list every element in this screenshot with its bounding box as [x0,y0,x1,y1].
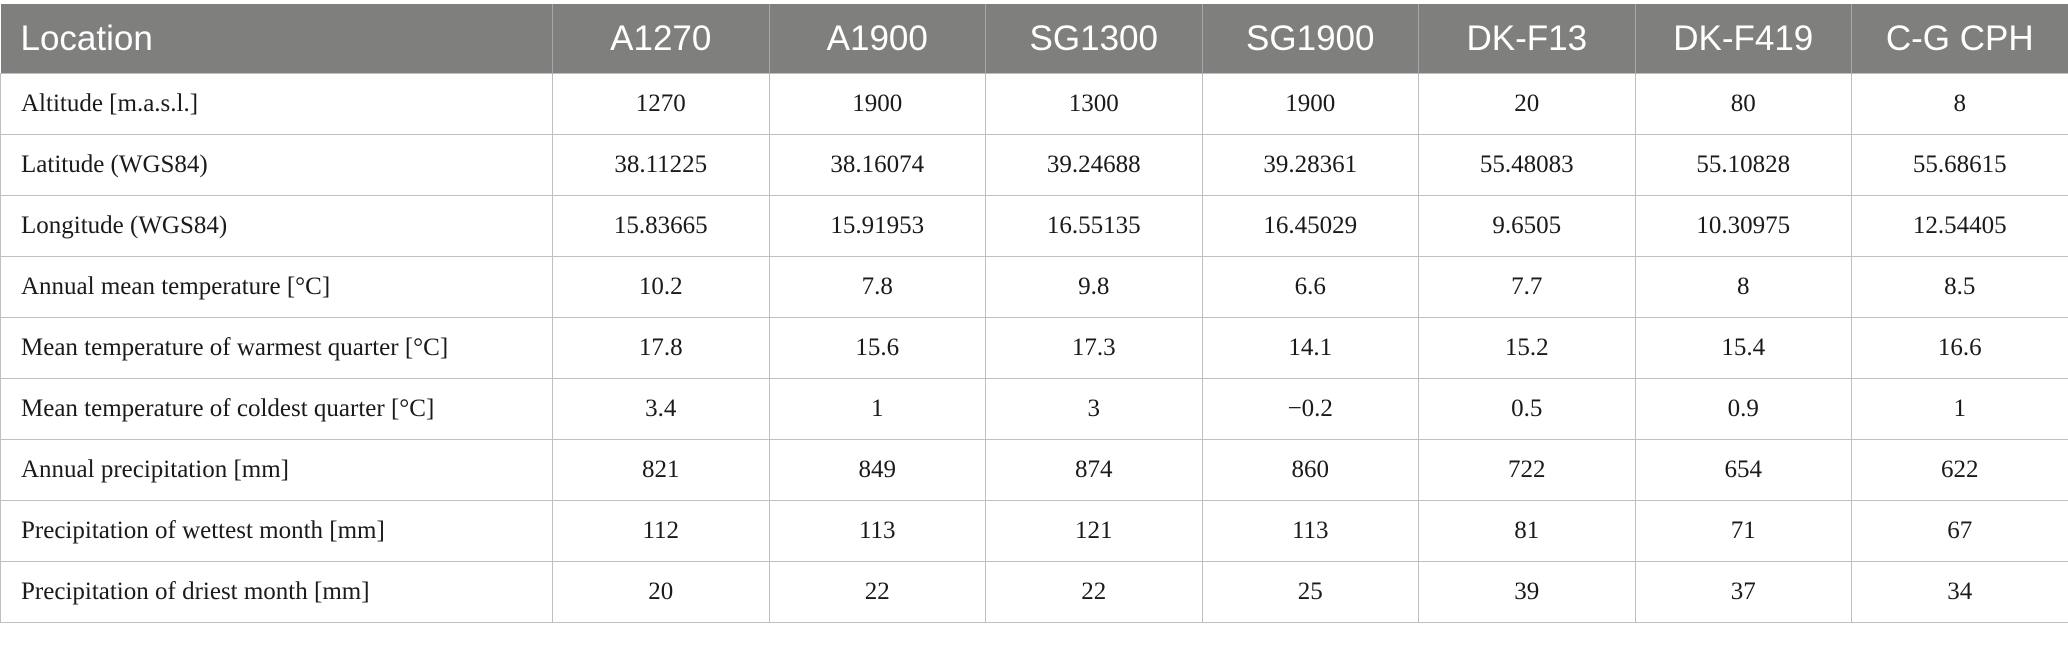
table-cell: 15.91953 [768,195,986,257]
table-cell: 38.16074 [768,134,986,196]
table-cell: 1900 [768,73,986,135]
table-cell: 7.7 [1418,256,1636,318]
table-cell: 20 [552,561,770,623]
table-cell: −0.2 [1201,378,1419,440]
table-cell: 16.45029 [1201,195,1419,257]
table-cell: 15.83665 [552,195,770,257]
column-header: Location [0,4,553,74]
table-cell: 39.24688 [985,134,1203,196]
column-header: C-G CPH [1851,4,2068,74]
column-header: DK-F13 [1418,4,1636,74]
table-cell: 17.3 [985,317,1203,379]
table-cell: 39.28361 [1201,134,1419,196]
table-cell: 55.10828 [1634,134,1852,196]
table-cell: 25 [1201,561,1419,623]
table-cell: 37 [1634,561,1852,623]
table-cell: 81 [1418,500,1636,562]
column-header: DK-F419 [1635,4,1852,74]
table-cell: 39 [1418,561,1636,623]
table-cell: 9.6505 [1418,195,1636,257]
table-row: Precipitation of driest month [mm] 20 22… [0,561,2068,623]
table-row: Mean temperature of warmest quarter [°C]… [0,317,2068,379]
table-cell: 8 [1851,73,2068,135]
table-cell: 0.9 [1634,378,1852,440]
table-cell: 1270 [552,73,770,135]
column-header: A1900 [769,4,986,74]
table-cell: 80 [1634,73,1852,135]
row-label: Longitude (WGS84) [0,195,553,257]
row-label: Annual precipitation [mm] [0,439,553,501]
table-cell: 622 [1851,439,2068,501]
table-cell: 22 [768,561,986,623]
table-cell: 14.1 [1201,317,1419,379]
table-cell: 9.8 [985,256,1203,318]
table-cell: 10.2 [552,256,770,318]
row-label: Mean temperature of coldest quarter [°C] [0,378,553,440]
table-cell: 17.8 [552,317,770,379]
table-row: Latitude (WGS84) 38.11225 38.16074 39.24… [0,134,2068,196]
table-row: Annual precipitation [mm] 821 849 874 86… [0,439,2068,501]
table-row: Precipitation of wettest month [mm] 112 … [0,500,2068,562]
climate-table: Location A1270 A1900 SG1300 SG1900 DK-F1… [0,4,2068,623]
table-cell: 874 [985,439,1203,501]
table-cell: 0.5 [1418,378,1636,440]
table-row: Longitude (WGS84) 15.83665 15.91953 16.5… [0,195,2068,257]
column-header: A1270 [552,4,770,74]
table-cell: 67 [1851,500,2068,562]
table-cell: 20 [1418,73,1636,135]
table-cell: 6.6 [1201,256,1419,318]
table-cell: 654 [1634,439,1852,501]
table-cell: 1 [1851,378,2068,440]
table-cell: 55.48083 [1418,134,1636,196]
table-cell: 12.54405 [1851,195,2068,257]
table-row: Mean temperature of coldest quarter [°C]… [0,378,2068,440]
table-cell: 3 [985,378,1203,440]
table-cell: 3.4 [552,378,770,440]
table-cell: 22 [985,561,1203,623]
table-cell: 10.30975 [1634,195,1852,257]
table-row: Annual mean temperature [°C] 10.2 7.8 9.… [0,256,2068,318]
row-label: Mean temperature of warmest quarter [°C] [0,317,553,379]
table-cell: 16.55135 [985,195,1203,257]
table-cell: 113 [1201,500,1419,562]
table-cell: 821 [552,439,770,501]
table-cell: 8 [1634,256,1852,318]
table-cell: 71 [1634,500,1852,562]
table-cell: 121 [985,500,1203,562]
row-label: Altitude [m.a.s.l.] [0,73,553,135]
column-header: SG1900 [1202,4,1419,74]
table-cell: 8.5 [1851,256,2068,318]
column-header: SG1300 [985,4,1203,74]
table-cell: 15.6 [768,317,986,379]
table-cell: 722 [1418,439,1636,501]
table-cell: 55.68615 [1851,134,2068,196]
table-cell: 860 [1201,439,1419,501]
table-cell: 15.4 [1634,317,1852,379]
table-cell: 112 [552,500,770,562]
table-cell: 849 [768,439,986,501]
table-cell: 113 [768,500,986,562]
row-label: Precipitation of wettest month [mm] [0,500,553,562]
table-cell: 15.2 [1418,317,1636,379]
table-cell: 16.6 [1851,317,2068,379]
row-label: Annual mean temperature [°C] [0,256,553,318]
table-cell: 1900 [1201,73,1419,135]
table-cell: 1 [768,378,986,440]
row-label: Precipitation of driest month [mm] [0,561,553,623]
table-cell: 34 [1851,561,2068,623]
table-cell: 7.8 [768,256,986,318]
table-cell: 1300 [985,73,1203,135]
row-label: Latitude (WGS84) [0,134,553,196]
header-row: Location A1270 A1900 SG1300 SG1900 DK-F1… [0,4,2068,74]
climate-table-container: Location A1270 A1900 SG1300 SG1900 DK-F1… [0,4,2068,623]
table-row: Altitude [m.a.s.l.] 1270 1900 1300 1900 … [0,73,2068,135]
table-cell: 38.11225 [552,134,770,196]
